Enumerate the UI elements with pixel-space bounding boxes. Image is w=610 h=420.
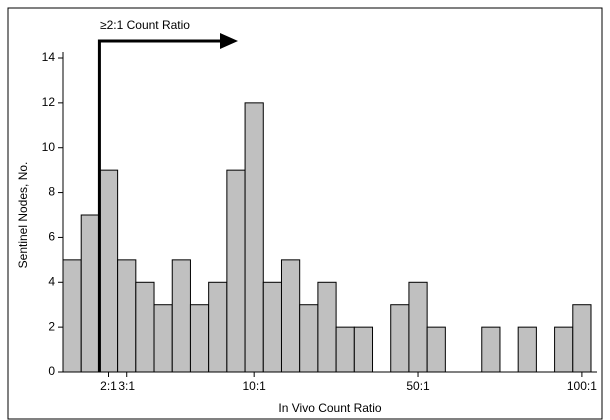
bar (226, 169, 246, 373)
bar (98, 169, 119, 373)
bar (572, 304, 592, 373)
y-tick-label: 6 (48, 230, 55, 244)
bar (80, 214, 100, 373)
bar (208, 281, 228, 373)
bar (517, 326, 537, 373)
frame (7, 7, 603, 420)
bar (135, 281, 155, 373)
bar (171, 259, 191, 373)
y-tick-label: 12 (42, 95, 56, 109)
x-tick-label: 10:1 (242, 379, 266, 393)
bar (426, 326, 446, 373)
bar (408, 281, 428, 373)
bar (335, 326, 355, 373)
arrow-head (220, 33, 238, 49)
x-tick-label: 2:1 (100, 379, 117, 393)
annotation-arrow (97, 39, 222, 372)
x-tick-label: 100:1 (567, 379, 597, 393)
bar (353, 326, 374, 373)
x-tick-label: 50:1 (406, 379, 430, 393)
bar (262, 281, 282, 373)
y-tick-label: 8 (48, 185, 55, 199)
y-tick-label: 14 (42, 50, 56, 64)
bar (153, 304, 173, 373)
y-tick-label: 4 (48, 274, 55, 288)
y-tick-label: 2 (48, 319, 55, 333)
bar (244, 102, 264, 373)
annotation: ≥2:1 Count Ratio (100, 18, 190, 32)
bar (317, 281, 337, 373)
bar (62, 259, 82, 373)
x-axis-title: In Vivo Count Ratio (278, 401, 381, 415)
bar (117, 259, 137, 373)
y-tick-label: 0 (48, 364, 55, 378)
bar (189, 304, 210, 373)
bar (299, 304, 319, 373)
y-tick-label: 10 (42, 140, 56, 154)
bar (481, 326, 501, 373)
x-tick-label: 3:1 (118, 379, 135, 393)
bar (390, 304, 410, 373)
y-axis-title: Sentinel Nodes, No. (16, 162, 30, 269)
bar (280, 259, 301, 373)
bar (554, 326, 574, 373)
